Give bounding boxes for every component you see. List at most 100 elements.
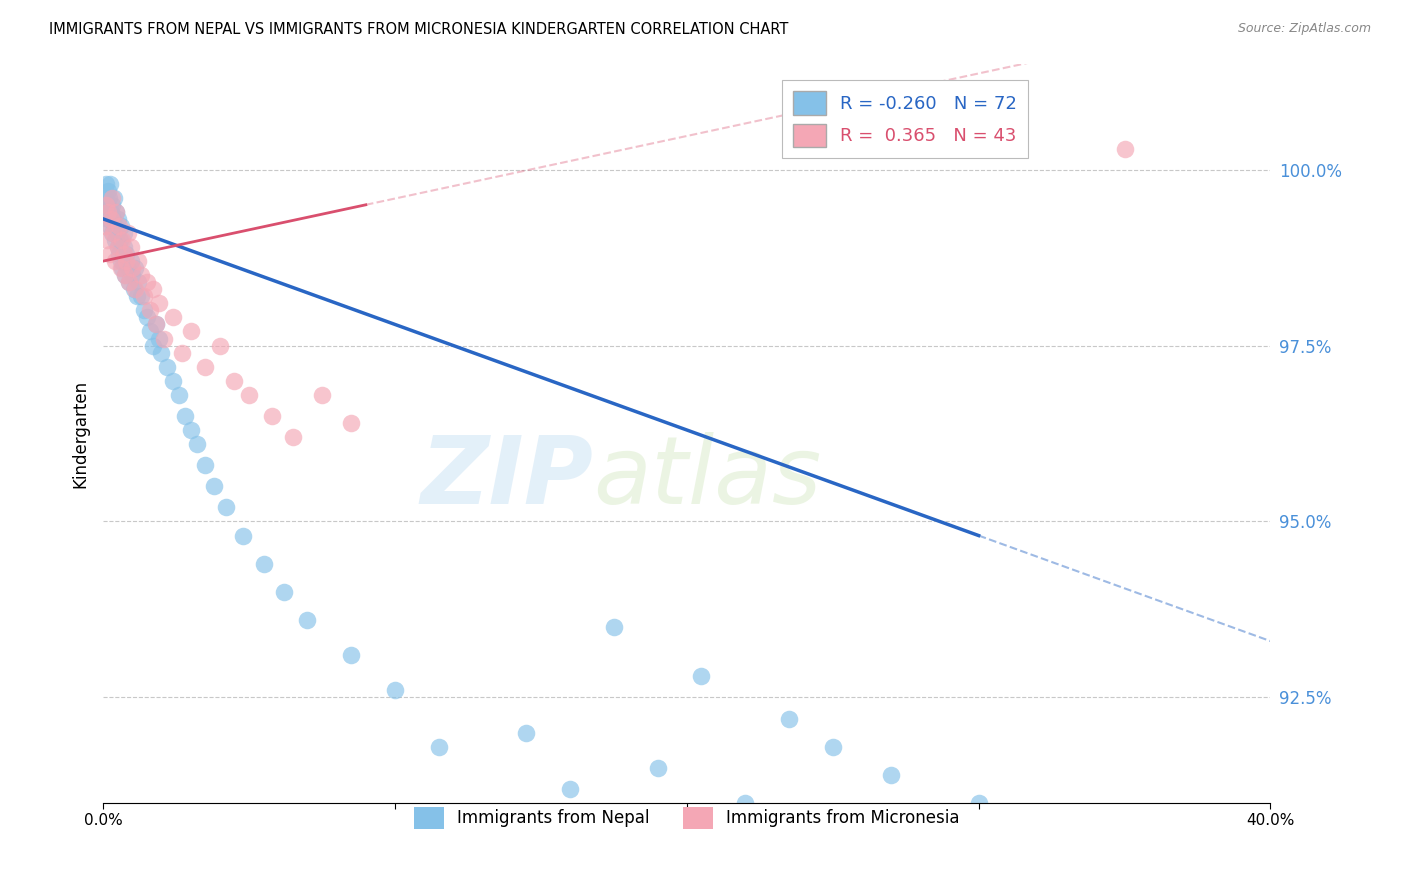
- Point: [114, 268, 136, 282]
- Point: [340, 648, 363, 663]
- Point: [111, 261, 134, 276]
- Point: [132, 303, 155, 318]
- Point: [101, 226, 124, 240]
- Point: [105, 204, 128, 219]
- Point: [115, 247, 138, 261]
- Point: [173, 409, 195, 423]
- Point: [105, 204, 128, 219]
- Point: [117, 226, 139, 240]
- Point: [238, 388, 260, 402]
- Point: [515, 725, 537, 739]
- Point: [127, 275, 149, 289]
- Point: [135, 275, 157, 289]
- Point: [104, 254, 127, 268]
- Point: [101, 198, 124, 212]
- Point: [186, 437, 208, 451]
- Point: [215, 500, 238, 515]
- Point: [110, 261, 132, 276]
- Point: [162, 310, 184, 325]
- Point: [340, 416, 363, 430]
- Point: [118, 275, 141, 289]
- Point: [603, 620, 626, 634]
- Point: [98, 247, 121, 261]
- Point: [1114, 141, 1136, 155]
- Point: [100, 211, 122, 226]
- Point: [194, 458, 217, 472]
- Point: [202, 479, 225, 493]
- Point: [734, 796, 756, 810]
- Point: [108, 233, 131, 247]
- Point: [101, 191, 124, 205]
- Point: [145, 318, 167, 332]
- Point: [96, 184, 118, 198]
- Point: [108, 219, 131, 233]
- Point: [132, 289, 155, 303]
- Point: [311, 388, 333, 402]
- Point: [96, 233, 118, 247]
- Text: Source: ZipAtlas.com: Source: ZipAtlas.com: [1237, 22, 1371, 36]
- Point: [150, 345, 173, 359]
- Point: [112, 240, 135, 254]
- Point: [120, 254, 142, 268]
- Point: [98, 219, 121, 233]
- Point: [124, 282, 146, 296]
- Legend: Immigrants from Nepal, Immigrants from Micronesia: Immigrants from Nepal, Immigrants from M…: [408, 800, 966, 835]
- Point: [111, 233, 134, 247]
- Point: [167, 388, 190, 402]
- Point: [124, 261, 146, 276]
- Point: [122, 282, 145, 296]
- Point: [103, 226, 125, 240]
- Point: [108, 247, 131, 261]
- Point: [821, 739, 844, 754]
- Point: [104, 233, 127, 247]
- Point: [148, 296, 170, 310]
- Point: [170, 345, 193, 359]
- Point: [103, 211, 125, 226]
- Point: [98, 191, 121, 205]
- Point: [180, 325, 202, 339]
- Y-axis label: Kindergarten: Kindergarten: [72, 379, 89, 488]
- Point: [112, 247, 135, 261]
- Point: [427, 739, 450, 754]
- Point: [103, 191, 125, 205]
- Point: [121, 268, 143, 282]
- Point: [208, 338, 231, 352]
- Point: [94, 219, 117, 233]
- Point: [105, 226, 128, 240]
- Point: [690, 669, 713, 683]
- Point: [262, 409, 284, 423]
- Point: [297, 613, 319, 627]
- Point: [125, 289, 148, 303]
- Point: [142, 282, 165, 296]
- Text: atlas: atlas: [593, 433, 821, 524]
- Point: [162, 374, 184, 388]
- Point: [253, 557, 276, 571]
- Point: [156, 359, 179, 374]
- Point: [471, 831, 494, 846]
- Point: [967, 796, 990, 810]
- Point: [127, 254, 149, 268]
- Point: [100, 204, 122, 219]
- Point: [114, 268, 136, 282]
- Point: [273, 585, 295, 599]
- Point: [118, 275, 141, 289]
- Point: [100, 177, 122, 191]
- Point: [97, 211, 120, 226]
- Point: [647, 761, 669, 775]
- Point: [139, 325, 162, 339]
- Point: [153, 331, 176, 345]
- Point: [93, 204, 115, 219]
- Point: [121, 261, 143, 276]
- Point: [94, 177, 117, 191]
- Point: [97, 204, 120, 219]
- Point: [224, 374, 246, 388]
- Point: [142, 338, 165, 352]
- Point: [232, 528, 254, 542]
- Point: [139, 303, 162, 318]
- Point: [135, 310, 157, 325]
- Point: [148, 331, 170, 345]
- Point: [558, 781, 581, 796]
- Text: ZIP: ZIP: [420, 432, 593, 524]
- Point: [120, 240, 142, 254]
- Point: [110, 254, 132, 268]
